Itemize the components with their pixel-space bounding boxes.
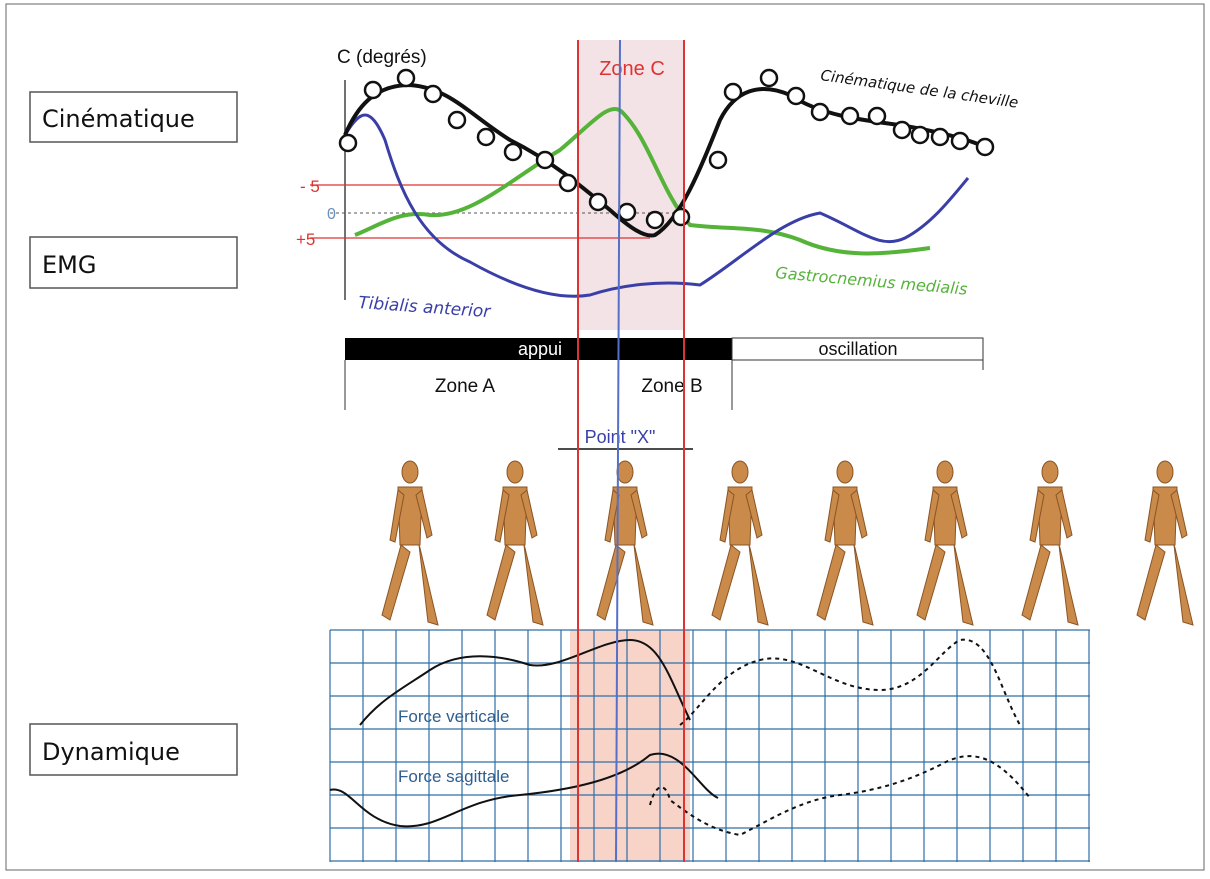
figure-head xyxy=(937,461,953,483)
figure-head xyxy=(1042,461,1058,483)
curve-label: Gastrocnemius medialis xyxy=(775,263,969,299)
zone-label: Zone C xyxy=(599,58,665,80)
force-grid xyxy=(330,630,1090,862)
zone-label: Zone A xyxy=(435,376,496,397)
section-label: EMG xyxy=(42,251,96,279)
zone-label: Zone B xyxy=(641,376,702,397)
curve-label: Tibialis anterior xyxy=(358,293,492,322)
walking-figure xyxy=(487,461,543,625)
figure-head xyxy=(617,461,633,483)
walking-figure xyxy=(817,461,873,625)
walking-figure xyxy=(597,461,653,625)
axis-label: C (degrés) xyxy=(337,47,427,68)
phase-label: oscillation xyxy=(818,339,897,359)
diagram: Cinématique EMG Dynamique - 5 0 +5 C (de… xyxy=(0,0,1210,874)
walking-figure xyxy=(1137,461,1193,625)
figure-legs xyxy=(487,545,543,625)
force-label: Force sagittale xyxy=(398,767,510,786)
walking-figure xyxy=(382,461,438,625)
point-label: Point "X" xyxy=(585,427,656,447)
figure-legs xyxy=(817,545,873,625)
figure-legs xyxy=(1022,545,1078,625)
figure-legs xyxy=(917,545,973,625)
section-label: Dynamique xyxy=(42,738,180,766)
phase-label: appui xyxy=(518,339,562,359)
figure-legs xyxy=(712,545,768,625)
section-label: Cinématique xyxy=(42,105,195,133)
figure-head xyxy=(402,461,418,483)
figure-legs xyxy=(597,545,653,625)
tick-label: +5 xyxy=(296,230,315,249)
walking-figure xyxy=(1022,461,1078,625)
figure-head xyxy=(1157,461,1173,483)
walking-figures xyxy=(382,461,1193,625)
figure-legs xyxy=(382,545,438,625)
figure-legs xyxy=(1137,545,1193,625)
zone-shading xyxy=(570,630,690,862)
tick-label: 0 xyxy=(327,206,336,223)
figure-head xyxy=(837,461,853,483)
tick-label: - 5 xyxy=(300,177,320,196)
figure-head xyxy=(732,461,748,483)
figure-head xyxy=(507,461,523,483)
walking-figure xyxy=(917,461,973,625)
force-label: Force verticale xyxy=(398,707,509,726)
curve-label: Cinématique de la cheville xyxy=(819,66,1019,112)
force-curve xyxy=(680,640,1020,725)
walking-figure xyxy=(712,461,768,625)
